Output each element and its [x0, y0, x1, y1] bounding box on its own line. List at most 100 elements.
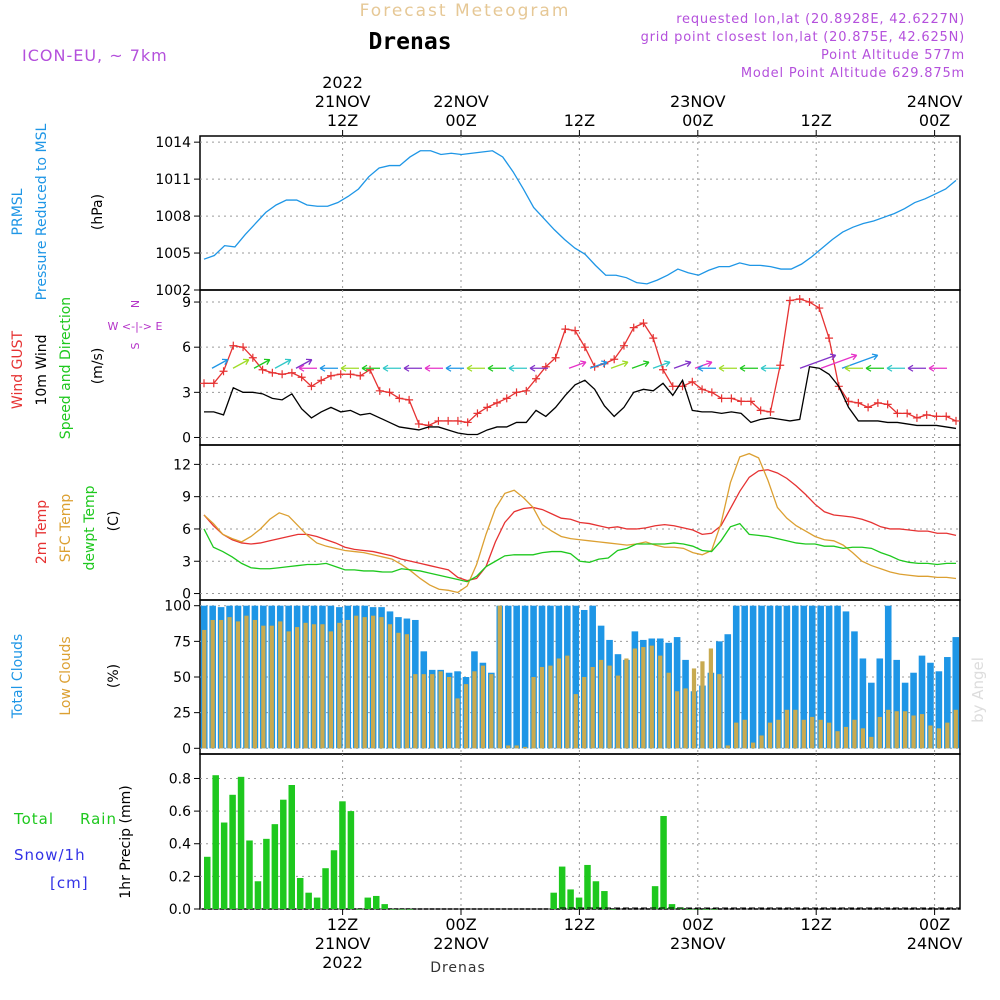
- gust-marker: [453, 416, 462, 425]
- wind-unit: (m/s): [90, 348, 106, 385]
- precip-axis-label: 1hr Precip (mm): [118, 785, 134, 898]
- wind-arrowhead: [305, 358, 313, 365]
- gust-marker: [395, 394, 404, 403]
- gust-marker: [805, 298, 814, 307]
- lowcloud-bar: [556, 658, 561, 749]
- gust-marker: [639, 319, 648, 328]
- precip-snow-label: Snow/1h: [14, 846, 86, 864]
- time-label: 24NOV: [907, 92, 963, 111]
- lowcloud-bar: [430, 674, 435, 749]
- rain-bar: [305, 892, 312, 909]
- rain-bar: [229, 794, 236, 909]
- lowcloud-bar: [953, 709, 958, 749]
- wind-arrowhead: [466, 364, 473, 372]
- lowcloud-bar: [202, 629, 207, 749]
- wind-arrow: [820, 354, 857, 369]
- totalcloud-bar: [504, 605, 512, 749]
- temperature-ytick-label: 9: [182, 490, 191, 506]
- gust-marker: [375, 386, 384, 395]
- lowcloud-bar: [328, 631, 333, 749]
- wind-arrowhead: [529, 364, 536, 372]
- rain-bar: [601, 891, 608, 909]
- precip-ytick-label: 0.0: [169, 902, 191, 918]
- lowcloud-bar: [767, 722, 773, 749]
- lowcloud-bar: [210, 619, 215, 749]
- gust-marker: [336, 370, 345, 379]
- gust-marker: [746, 397, 755, 406]
- wind-arrow: [295, 359, 313, 369]
- wind-arrowhead: [508, 364, 515, 372]
- lowcloud-bar: [531, 677, 536, 749]
- wind-arrowhead: [622, 360, 629, 368]
- wind-arrowhead: [928, 364, 935, 372]
- wind-arrow: [799, 354, 836, 369]
- lowcloud-bar: [691, 668, 697, 749]
- gust-marker: [200, 379, 208, 388]
- lowcloud-bar: [793, 709, 798, 749]
- time-label: 00Z: [919, 915, 950, 934]
- pressure-ytick-label: 1011: [155, 172, 191, 188]
- lowcloud-bar: [886, 709, 891, 749]
- clouds-ytick-label: 0: [182, 741, 191, 757]
- gust-marker: [522, 386, 531, 395]
- rain-bar: [347, 811, 355, 909]
- lowcloud-bar: [455, 698, 460, 749]
- lowcloud-bar: [379, 617, 384, 749]
- lowcloud-bar: [776, 719, 781, 749]
- gust-marker: [512, 388, 521, 397]
- rain-bar: [330, 850, 338, 909]
- rain-bar: [204, 856, 211, 909]
- totalcloud-bar: [808, 605, 816, 749]
- lowcloud-bar: [362, 617, 367, 749]
- lowcloud-bar: [734, 722, 739, 749]
- lowcloud-bar: [354, 615, 359, 749]
- totalcloud-bar: [944, 657, 951, 749]
- gust-marker: [815, 304, 824, 313]
- gust-marker: [756, 406, 765, 415]
- gust-marker: [463, 418, 472, 427]
- totalcloud-bar: [724, 634, 732, 749]
- lowcloud-bar: [235, 621, 241, 749]
- lowcloud-bar: [219, 619, 224, 749]
- totalcloud-bar: [859, 658, 867, 749]
- precip-ytick-label: 0.4: [169, 837, 191, 853]
- gust-marker: [649, 334, 658, 343]
- temperature-ytick-label: 3: [182, 554, 191, 570]
- lowcloud-bar: [590, 667, 595, 749]
- wind-arrowhead: [850, 353, 858, 361]
- pressure-label-prmsl: PRMSL: [10, 188, 26, 235]
- rain-bar: [660, 816, 667, 909]
- time-label: 22NOV: [433, 934, 489, 953]
- rain-bar: [609, 909, 617, 910]
- precip-rain-label: Rain: [80, 810, 117, 828]
- wind-arrowhead: [871, 353, 879, 361]
- rain-bar: [237, 776, 245, 909]
- totalcloud-bar: [884, 605, 892, 749]
- wind-arrowhead: [424, 364, 431, 372]
- totalcloud-bar: [935, 671, 943, 749]
- gust-marker: [698, 385, 707, 394]
- gust-marker: [912, 413, 921, 422]
- lowcloud-bar: [447, 677, 452, 749]
- lowcloud-bar: [413, 674, 418, 749]
- gust-marker: [795, 295, 804, 304]
- wind-arrowhead: [706, 360, 713, 368]
- sfctemp-line: [203, 452, 957, 594]
- totalcloud-bar: [758, 605, 765, 749]
- gust-marker: [776, 361, 785, 370]
- gust-marker: [825, 334, 834, 343]
- wind-arrow: [610, 361, 629, 369]
- rain-bar: [296, 878, 304, 909]
- totalcloud-bar: [927, 662, 934, 749]
- rain-bar: [212, 775, 219, 909]
- clouds-ytick-label: 25: [173, 706, 191, 722]
- lowcloud-bar: [869, 736, 874, 749]
- wind-arrowhead: [221, 358, 229, 365]
- wind-speed-dir-label: Speed and Direction: [58, 297, 74, 439]
- wind-arrowhead: [664, 360, 671, 368]
- wind-arrow: [274, 359, 292, 369]
- wind-arrowhead: [685, 360, 692, 368]
- lowcloud-bar: [903, 711, 908, 749]
- totalcloud-bar: [851, 631, 858, 749]
